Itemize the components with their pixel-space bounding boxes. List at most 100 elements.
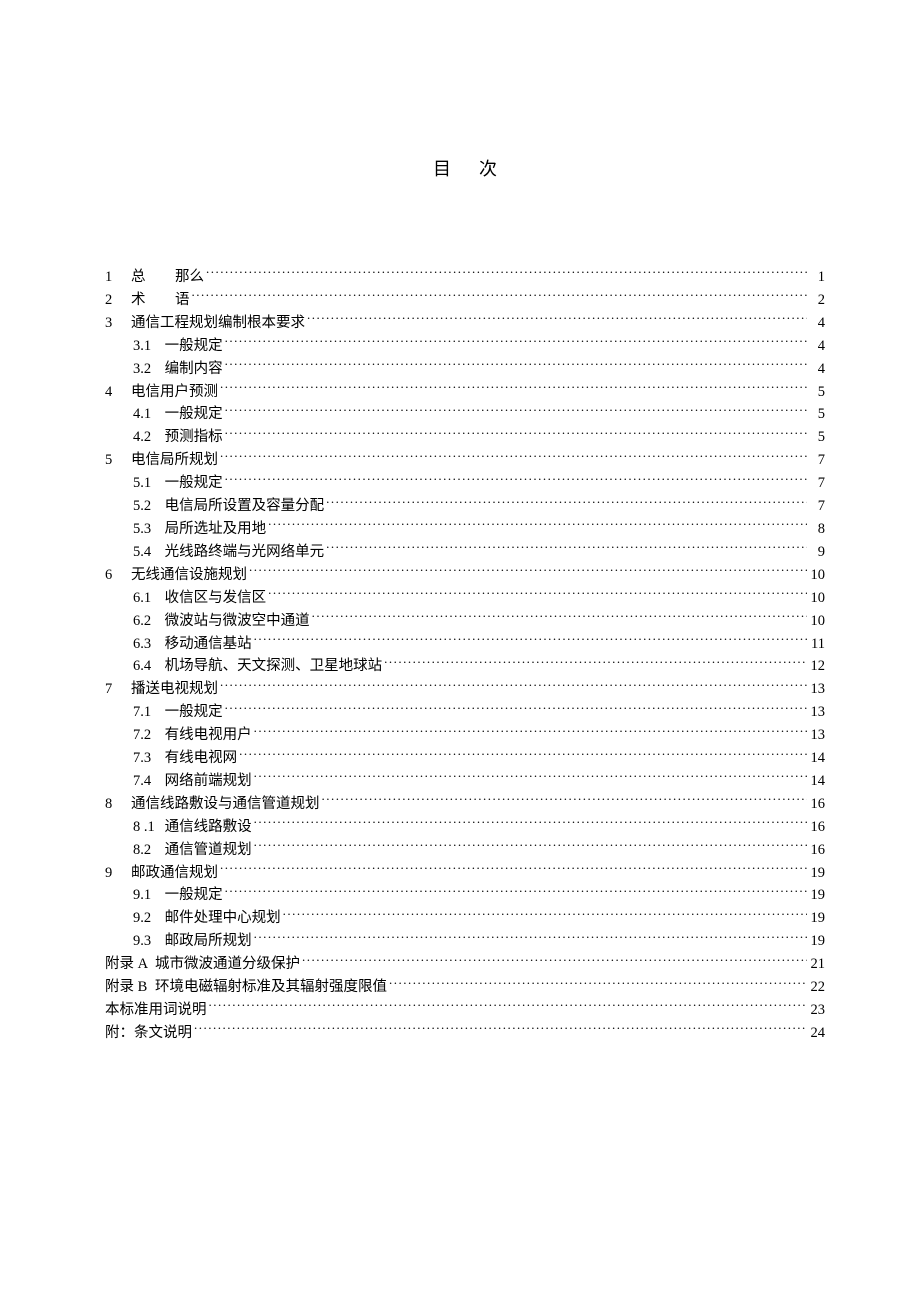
toc-subentry: 8.2 通信管道规划 16 [105, 839, 825, 862]
toc-entry: 8 通信线路敷设与通信管道规划 16 [105, 793, 825, 816]
toc-leader [268, 587, 807, 602]
toc-page: 13 [809, 724, 825, 747]
toc-entry: 1 总那么 1 [105, 266, 825, 289]
toc-leader [268, 518, 807, 533]
toc-entry: 附：条文说明 24 [105, 1022, 825, 1045]
toc-label: 6.4 机场导航、天文探测、卫星地球站 [133, 655, 382, 678]
toc-label: 8 .1 通信线路敷设 [133, 816, 252, 839]
toc-page: 4 [809, 312, 825, 335]
toc-subentry: 7.4 网络前端规划 14 [105, 770, 825, 793]
toc-subentry: 5.3 局所选址及用地 8 [105, 518, 825, 541]
table-of-contents: 1 总那么 1 2 术语 2 3 通信工程规划编制根本要求 4 3.1 一般规定… [105, 266, 825, 1045]
toc-entry: 本标准用词说明 23 [105, 999, 825, 1022]
toc-subentry: 5.1 一般规定 7 [105, 472, 825, 495]
toc-leader [225, 358, 807, 373]
toc-subentry: 7.3 有线电视网 14 [105, 747, 825, 770]
toc-number: 4 [105, 381, 131, 404]
toc-page: 12 [809, 655, 825, 678]
toc-leader [312, 610, 807, 625]
toc-leader [225, 404, 807, 419]
toc-leader [254, 816, 807, 831]
toc-label: 术语 [131, 289, 190, 312]
toc-label: 4.1 一般规定 [133, 403, 223, 426]
toc-entry: 3 通信工程规划编制根本要求 4 [105, 312, 825, 335]
toc-label: 城市微波通道分级保护 [155, 953, 300, 976]
toc-label: 电信用户预测 [131, 381, 218, 404]
toc-label: 无线通信设施规划 [131, 564, 247, 587]
toc-page: 16 [809, 816, 825, 839]
toc-number: 附录 A [105, 953, 155, 976]
toc-label: 5.2 电信局所设置及容量分配 [133, 495, 324, 518]
toc-label: 7.3 有线电视网 [133, 747, 237, 770]
toc-leader [254, 839, 807, 854]
toc-appendix-entry: 附录 A 城市微波通道分级保护 21 [105, 953, 825, 976]
toc-label: 9.3 邮政局所规划 [133, 930, 252, 953]
toc-label: 7.2 有线电视用户 [133, 724, 252, 747]
toc-label: 4.2 预测指标 [133, 426, 223, 449]
toc-leader [254, 770, 807, 785]
toc-page: 19 [809, 907, 825, 930]
toc-label: 本标准用词说明 [105, 999, 207, 1022]
toc-leader [302, 954, 807, 969]
toc-subentry: 3.1 一般规定 4 [105, 335, 825, 358]
toc-label: 3.1 一般规定 [133, 335, 223, 358]
toc-entry: 5 电信局所规划 7 [105, 449, 825, 472]
toc-leader [326, 541, 807, 556]
toc-label: 环境电磁辐射标准及其辐射强度限值 [155, 976, 387, 999]
toc-leader [225, 427, 807, 442]
toc-number: 7 [105, 678, 131, 701]
toc-leader [220, 450, 807, 465]
toc-label: 5.1 一般规定 [133, 472, 223, 495]
toc-subentry: 5.4 光线路终端与光网络单元 9 [105, 541, 825, 564]
toc-page: 19 [809, 930, 825, 953]
toc-label: 9.2 邮件处理中心规划 [133, 907, 281, 930]
toc-label: 通信工程规划编制根本要求 [131, 312, 305, 335]
toc-leader [254, 725, 807, 740]
toc-entry: 7 播送电视规划 13 [105, 678, 825, 701]
toc-subentry: 4.2 预测指标 5 [105, 426, 825, 449]
toc-label: 5.3 局所选址及用地 [133, 518, 266, 541]
toc-number: 8 [105, 793, 131, 816]
toc-label: 5.4 光线路终端与光网络单元 [133, 541, 324, 564]
toc-leader [225, 885, 807, 900]
toc-entry: 4 电信用户预测 5 [105, 381, 825, 404]
toc-leader [225, 335, 807, 350]
toc-page: 11 [809, 633, 825, 656]
toc-label: 8.2 通信管道规划 [133, 839, 252, 862]
toc-subentry: 7.1 一般规定 13 [105, 701, 825, 724]
toc-page: 9 [809, 541, 825, 564]
toc-label: 邮政通信规划 [131, 862, 218, 885]
toc-label: 通信线路敷设与通信管道规划 [131, 793, 320, 816]
toc-page: 4 [809, 335, 825, 358]
toc-subentry: 8 .1 通信线路敷设 16 [105, 816, 825, 839]
toc-subentry: 6.4 机场导航、天文探测、卫星地球站 12 [105, 655, 825, 678]
toc-label: 3.2 编制内容 [133, 358, 223, 381]
toc-subentry: 7.2 有线电视用户 13 [105, 724, 825, 747]
toc-number: 6 [105, 564, 131, 587]
toc-leader [384, 656, 807, 671]
toc-entry: 2 术语 2 [105, 289, 825, 312]
toc-leader [254, 633, 807, 648]
toc-number: 2 [105, 289, 131, 312]
toc-leader [225, 473, 807, 488]
toc-label: 7.1 一般规定 [133, 701, 223, 724]
toc-page: 10 [809, 564, 825, 587]
toc-page: 7 [809, 495, 825, 518]
toc-leader [220, 381, 807, 396]
toc-leader [249, 564, 807, 579]
toc-leader [220, 679, 807, 694]
toc-page: 13 [809, 678, 825, 701]
toc-leader [194, 1022, 807, 1037]
toc-label: 6.1 收信区与发信区 [133, 587, 266, 610]
toc-label: 总那么 [131, 266, 204, 289]
toc-page: 7 [809, 449, 825, 472]
toc-page: 4 [809, 358, 825, 381]
toc-number: 1 [105, 266, 131, 289]
toc-subentry: 9.3 邮政局所规划 19 [105, 930, 825, 953]
toc-subentry: 4.1 一般规定 5 [105, 403, 825, 426]
toc-page: 16 [809, 793, 825, 816]
toc-label: 电信局所规划 [131, 449, 218, 472]
toc-subentry: 9.2 邮件处理中心规划 19 [105, 907, 825, 930]
toc-number: 附录 B [105, 976, 155, 999]
toc-leader [206, 267, 807, 282]
